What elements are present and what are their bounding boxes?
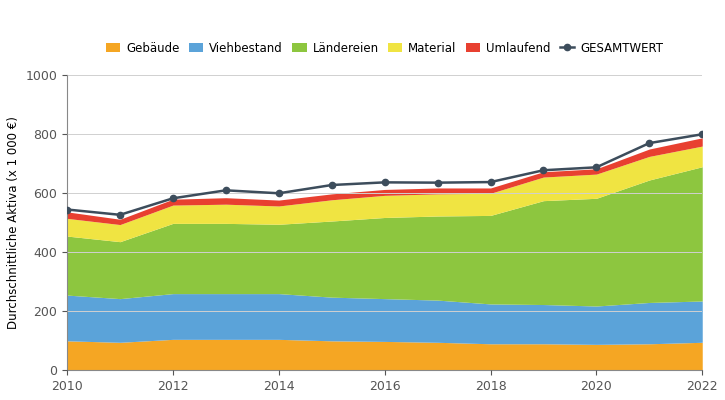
Legend: Gebäude, Viehbestand, Ländereien, Material, Umlaufend, GESAMTWERT: Gebäude, Viehbestand, Ländereien, Materi… <box>102 37 668 59</box>
Y-axis label: Durchschnittliche Aktiva (x 1 000 €): Durchschnittliche Aktiva (x 1 000 €) <box>7 116 20 329</box>
